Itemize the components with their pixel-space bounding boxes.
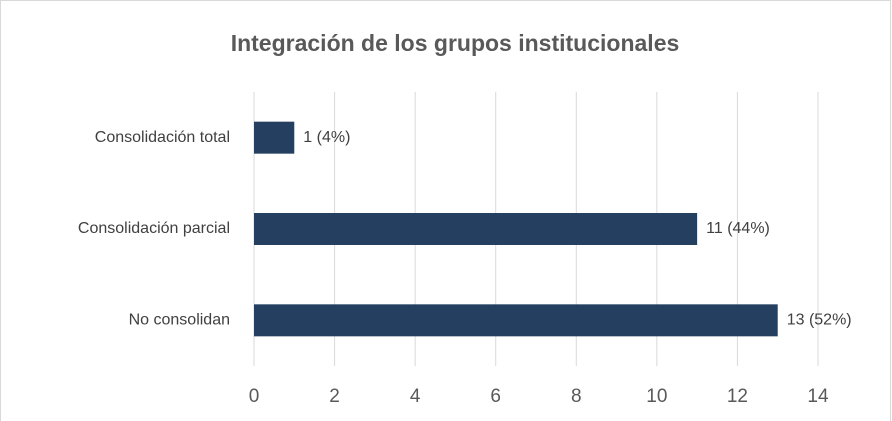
y-tick-label: No consolidan — [129, 312, 230, 329]
bar — [254, 213, 698, 245]
x-tick-label: 0 — [249, 386, 260, 407]
x-tick-label: 14 — [807, 386, 829, 407]
x-tick-label: 6 — [490, 386, 501, 407]
x-tick-label: 8 — [571, 386, 582, 407]
bar — [254, 304, 778, 337]
y-tick-label: Consolidación parcial — [78, 220, 230, 237]
chart-title: Integración de los grupos institucionale… — [231, 30, 680, 56]
data-label: 11 (44%) — [706, 220, 770, 237]
y-tick-label: Consolidación total — [95, 129, 230, 146]
bar — [254, 121, 295, 154]
x-tick-label: 10 — [646, 386, 667, 407]
x-tick-label: 2 — [329, 386, 340, 407]
data-label: 13 (52%) — [787, 312, 852, 329]
data-label: 1 (4%) — [303, 129, 350, 146]
x-tick-label: 4 — [410, 386, 421, 407]
x-tick-label: 12 — [727, 386, 748, 407]
